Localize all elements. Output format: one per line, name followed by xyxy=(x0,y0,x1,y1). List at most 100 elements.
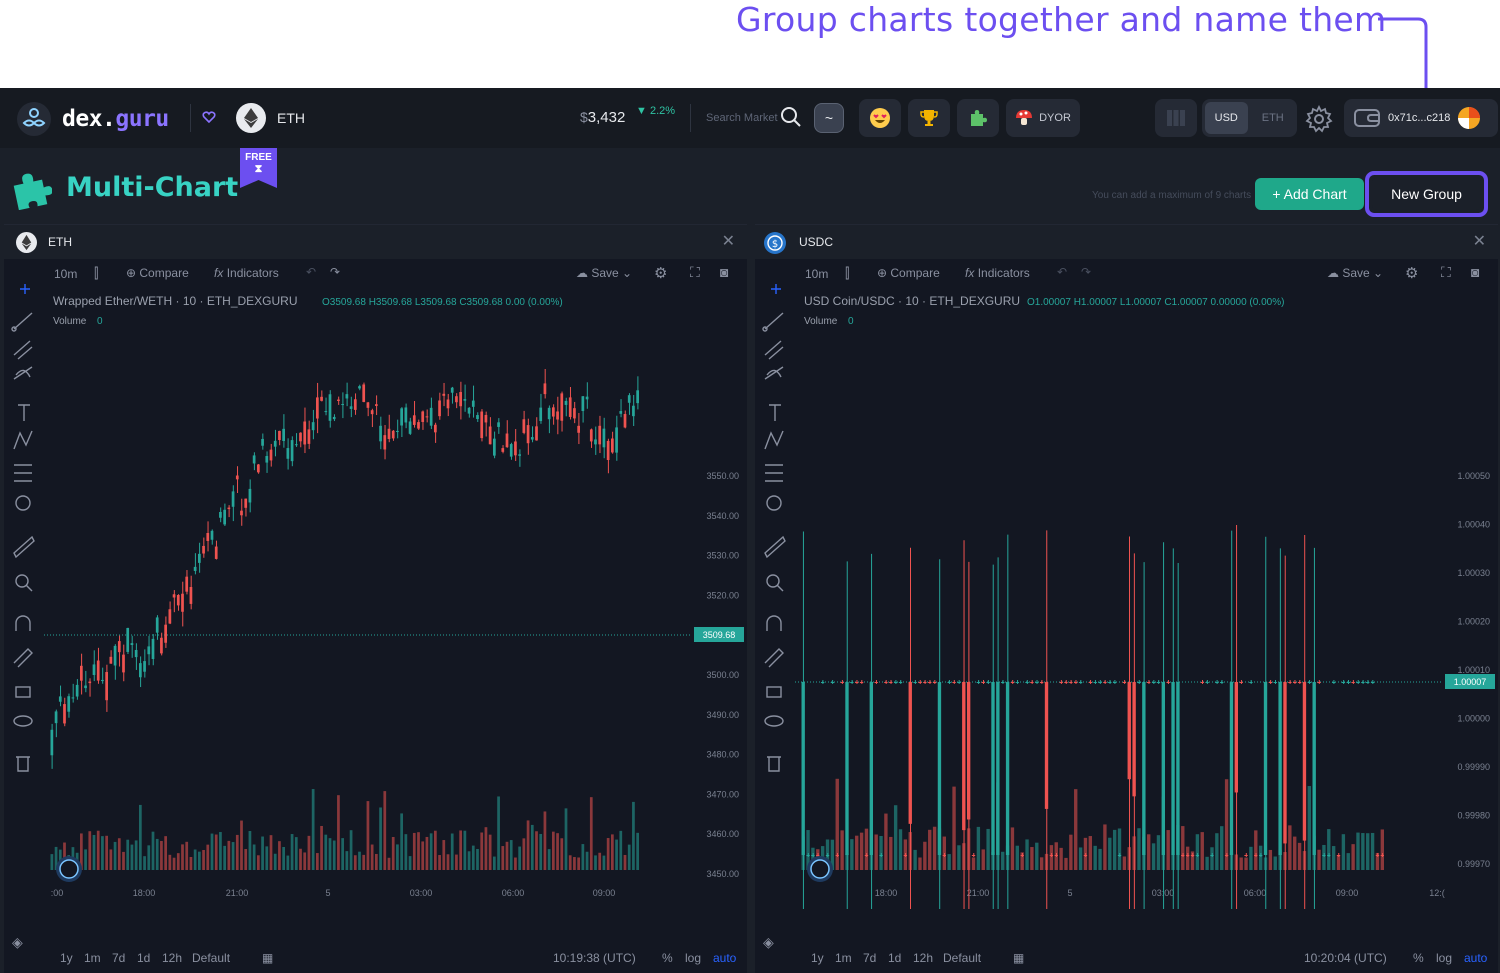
range-12h[interactable]: 12h xyxy=(162,951,183,965)
candle-body xyxy=(991,682,995,855)
drawing-toolbar: ◈ xyxy=(4,259,44,973)
candle-body xyxy=(88,681,92,684)
range-1m[interactable]: 1m xyxy=(835,951,852,965)
favorite-heart-icon[interactable] xyxy=(202,110,216,127)
indicators-button[interactable]: fx Indicators xyxy=(965,266,1030,280)
active-symbol[interactable]: ETH xyxy=(277,110,305,126)
time-axis-label: 12:( xyxy=(1429,888,1445,898)
multi-chart-button[interactable] xyxy=(957,99,999,137)
currency-eth[interactable]: ETH xyxy=(1261,112,1284,124)
volume-bar xyxy=(105,835,108,870)
new-group-button[interactable]: New Group xyxy=(1372,178,1481,210)
drawing-tools-icons[interactable] xyxy=(4,259,44,779)
tilde-button[interactable]: ~ xyxy=(814,103,844,133)
save-button[interactable]: ☁ Save ⌄ xyxy=(576,266,633,280)
search-input[interactable]: Search Market xyxy=(706,112,778,124)
undo-icon[interactable]: ↶ xyxy=(1057,265,1068,279)
range-default[interactable]: Default xyxy=(192,951,231,965)
redo-icon[interactable]: ↷ xyxy=(330,265,341,279)
percent-toggle[interactable]: % xyxy=(1413,951,1424,965)
compare-button[interactable]: ⊕ Compare xyxy=(126,266,189,280)
logo[interactable]: dex.guru xyxy=(16,101,169,137)
volume-bar xyxy=(459,830,462,870)
layout-button[interactable] xyxy=(1155,99,1197,137)
price-chart-eth[interactable]: Wrapped Ether/WETH · 10 · ETH_DEXGURU O35… xyxy=(44,287,747,909)
close-icon[interactable]: ✕ xyxy=(1472,233,1486,250)
log-toggle[interactable]: log xyxy=(1436,951,1453,965)
price-chart-usdc[interactable]: USD Coin/USDC · 10 · ETH_DEXGURU O1.00007… xyxy=(795,287,1498,909)
auto-toggle[interactable]: auto xyxy=(1464,951,1488,965)
volume-bar xyxy=(341,838,344,870)
range-7d[interactable]: 7d xyxy=(112,951,126,965)
candle-body xyxy=(1166,682,1170,683)
volume-bar xyxy=(991,851,995,870)
chart-settings-icon[interactable]: ⚙ xyxy=(1405,265,1419,282)
volume-bar xyxy=(1142,836,1146,870)
drawing-tools-icons[interactable] xyxy=(755,259,795,779)
calendar-icon[interactable]: ▦ xyxy=(1013,951,1025,965)
indicators-button[interactable]: fx Indicators xyxy=(214,266,279,280)
wallet-button[interactable]: 0x71c...c218 xyxy=(1344,99,1498,137)
volume-bar xyxy=(193,849,197,870)
search-icon[interactable] xyxy=(780,106,802,133)
candle-body xyxy=(573,408,576,419)
emoji-button[interactable] xyxy=(859,99,901,137)
dyor-button[interactable]: DYOR xyxy=(1006,99,1080,137)
volume-bar xyxy=(117,838,121,870)
undo-icon[interactable]: ↶ xyxy=(306,265,317,279)
chart-settings-icon[interactable]: ⚙ xyxy=(654,265,668,282)
range-1y[interactable]: 1y xyxy=(811,951,824,965)
volume-bar xyxy=(864,828,869,870)
max-charts-note: You can add a maximum of 9 charts xyxy=(1092,190,1252,201)
volume-bar xyxy=(400,813,403,870)
layers-icon[interactable]: ◈ xyxy=(763,934,774,950)
candle-style-icon[interactable]: ⫿ xyxy=(94,265,99,281)
candle-body xyxy=(278,430,281,441)
compare-button[interactable]: ⊕ Compare xyxy=(877,266,940,280)
volume-bar xyxy=(294,837,298,870)
fullscreen-icon[interactable]: ⛶ xyxy=(1441,264,1451,280)
add-chart-button[interactable]: + Add Chart xyxy=(1255,178,1364,210)
trophy-button[interactable] xyxy=(908,99,950,137)
fullscreen-icon[interactable]: ⛶ xyxy=(690,264,700,280)
volume-bar xyxy=(1380,829,1384,870)
volume-bar xyxy=(1025,839,1029,870)
range-1y[interactable]: 1y xyxy=(60,951,73,965)
candle-body xyxy=(429,407,433,426)
candle-body xyxy=(869,682,873,855)
save-button[interactable]: ☁ Save ⌄ xyxy=(1327,266,1384,280)
calendar-icon[interactable]: ▦ xyxy=(262,951,274,965)
candle-body xyxy=(155,617,159,633)
percent-toggle[interactable]: % xyxy=(662,951,673,965)
candle-style-icon[interactable]: ⫿ xyxy=(845,265,850,281)
interval-selector[interactable]: 10m xyxy=(805,267,829,281)
candle-body xyxy=(1297,682,1302,683)
volume-bar xyxy=(1044,853,1049,870)
range-12h[interactable]: 12h xyxy=(913,951,934,965)
volume-bar xyxy=(564,808,568,870)
log-toggle[interactable]: log xyxy=(685,951,702,965)
close-icon[interactable]: ✕ xyxy=(721,233,735,250)
currency-usd[interactable]: USD xyxy=(1205,102,1248,134)
range-1d[interactable]: 1d xyxy=(888,951,902,965)
settings-gear-icon[interactable] xyxy=(1305,104,1333,138)
range-7d[interactable]: 7d xyxy=(863,951,877,965)
candle-body xyxy=(421,411,425,422)
camera-icon[interactable]: ◙ xyxy=(720,264,729,280)
candle-body xyxy=(434,424,437,433)
interval-selector[interactable]: 10m xyxy=(54,267,78,281)
candle-body xyxy=(1361,682,1365,683)
redo-icon[interactable]: ↷ xyxy=(1081,265,1092,279)
camera-icon[interactable]: ◙ xyxy=(1471,264,1480,280)
candle-body xyxy=(636,390,639,404)
auto-toggle[interactable]: auto xyxy=(713,951,737,965)
range-1m[interactable]: 1m xyxy=(84,951,101,965)
time-axis-label: 03:00 xyxy=(410,888,433,898)
annotation-text: Group charts together and name them xyxy=(736,0,1387,39)
layers-icon[interactable]: ◈ xyxy=(12,934,23,950)
range-1d[interactable]: 1d xyxy=(137,951,151,965)
range-default[interactable]: Default xyxy=(943,951,982,965)
candle-body xyxy=(379,425,382,442)
candle-body xyxy=(522,419,526,433)
volume-bar xyxy=(80,833,83,870)
